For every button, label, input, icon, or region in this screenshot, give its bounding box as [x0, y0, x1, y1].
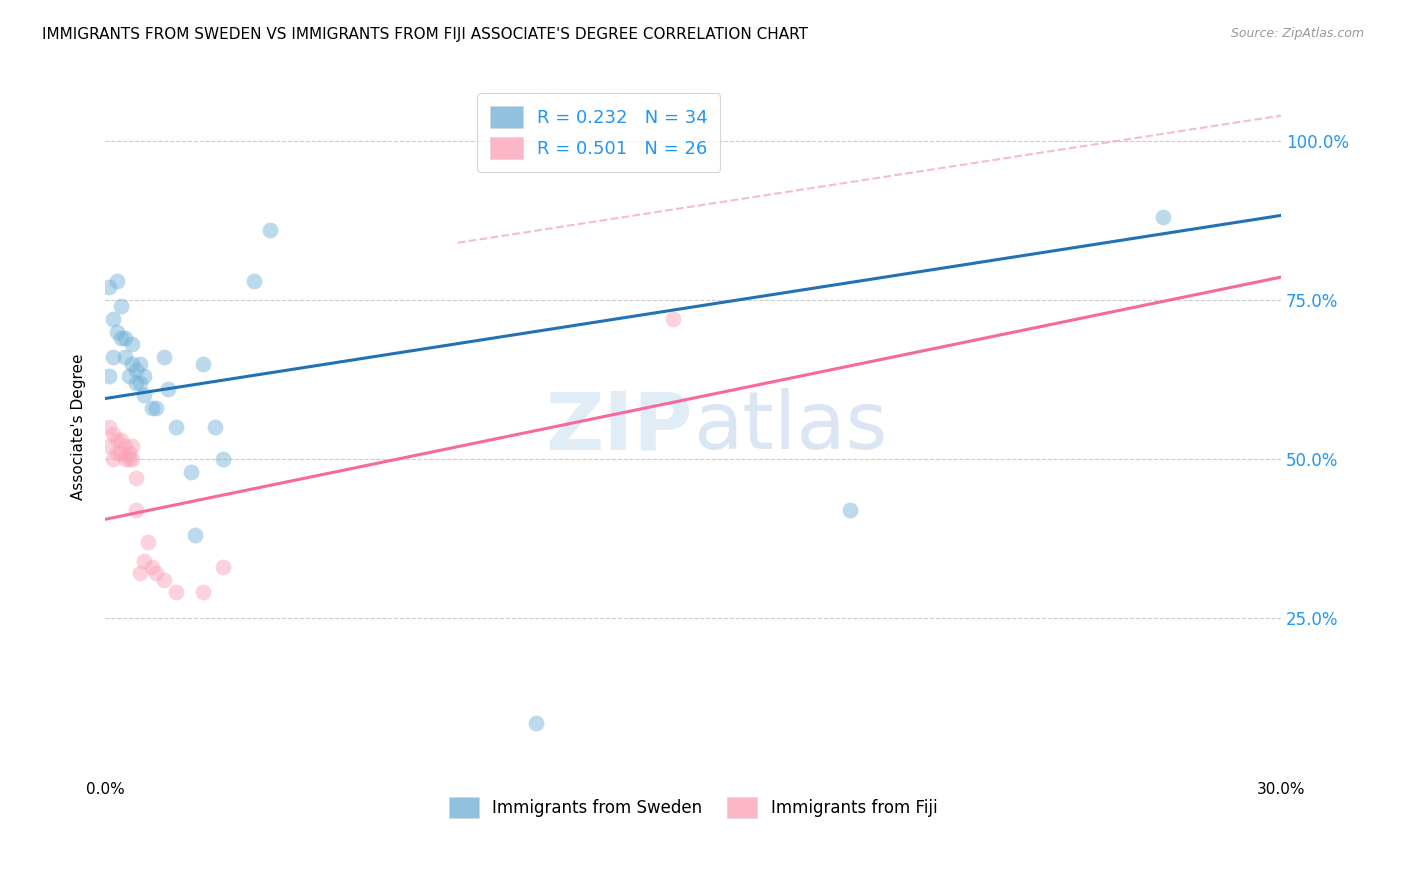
Point	[152, 350, 174, 364]
Point	[101, 312, 124, 326]
Text: ZIP: ZIP	[546, 388, 693, 467]
Point	[134, 369, 156, 384]
Point	[1152, 211, 1174, 225]
Point	[97, 280, 120, 294]
Point	[105, 274, 128, 288]
Point	[184, 528, 207, 542]
Point	[105, 325, 128, 339]
Point	[101, 426, 124, 441]
Point	[121, 337, 143, 351]
Point	[114, 452, 136, 467]
Point	[145, 566, 167, 581]
Point	[117, 445, 139, 459]
Legend: Immigrants from Sweden, Immigrants from Fiji: Immigrants from Sweden, Immigrants from …	[441, 791, 943, 824]
Point	[191, 357, 214, 371]
Point	[121, 439, 143, 453]
Point	[141, 560, 163, 574]
Point	[125, 363, 148, 377]
Point	[191, 585, 214, 599]
Point	[97, 369, 120, 384]
Point	[180, 465, 202, 479]
Point	[121, 452, 143, 467]
Point	[125, 503, 148, 517]
Point	[121, 357, 143, 371]
Point	[165, 585, 187, 599]
Point	[259, 223, 281, 237]
Text: atlas: atlas	[693, 388, 887, 467]
Point	[152, 573, 174, 587]
Point	[129, 566, 152, 581]
Point	[110, 433, 132, 447]
Text: IMMIGRANTS FROM SWEDEN VS IMMIGRANTS FROM FIJI ASSOCIATE'S DEGREE CORRELATION CH: IMMIGRANTS FROM SWEDEN VS IMMIGRANTS FRO…	[42, 27, 808, 42]
Point	[114, 331, 136, 345]
Point	[97, 439, 120, 453]
Point	[129, 376, 152, 390]
Point	[662, 312, 685, 326]
Point	[204, 420, 226, 434]
Point	[125, 376, 148, 390]
Point	[136, 534, 159, 549]
Point	[110, 299, 132, 313]
Point	[97, 420, 120, 434]
Point	[211, 452, 233, 467]
Point	[524, 715, 547, 730]
Point	[211, 560, 233, 574]
Y-axis label: Associate's Degree: Associate's Degree	[72, 354, 86, 500]
Point	[141, 401, 163, 415]
Point	[105, 433, 128, 447]
Point	[110, 445, 132, 459]
Point	[101, 350, 124, 364]
Point	[117, 452, 139, 467]
Point	[101, 452, 124, 467]
Point	[134, 388, 156, 402]
Point	[125, 471, 148, 485]
Point	[145, 401, 167, 415]
Point	[838, 503, 860, 517]
Point	[114, 350, 136, 364]
Text: Source: ZipAtlas.com: Source: ZipAtlas.com	[1230, 27, 1364, 40]
Point	[243, 274, 266, 288]
Point	[110, 331, 132, 345]
Point	[105, 445, 128, 459]
Point	[117, 369, 139, 384]
Point	[129, 357, 152, 371]
Point	[114, 439, 136, 453]
Point	[134, 554, 156, 568]
Point	[156, 382, 179, 396]
Point	[165, 420, 187, 434]
